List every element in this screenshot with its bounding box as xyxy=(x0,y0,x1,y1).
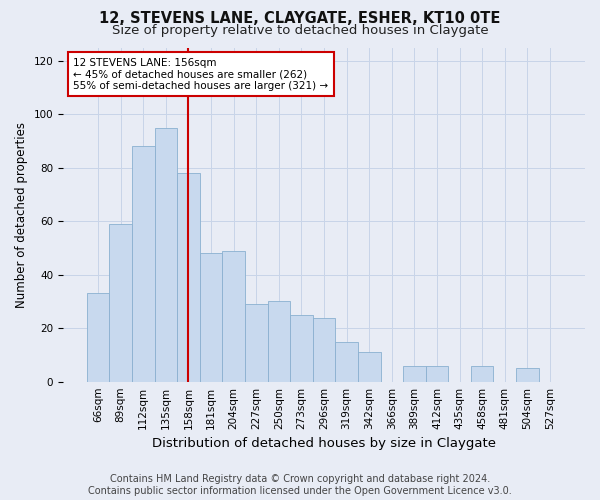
Text: 12, STEVENS LANE, CLAYGATE, ESHER, KT10 0TE: 12, STEVENS LANE, CLAYGATE, ESHER, KT10 … xyxy=(100,11,500,26)
Bar xyxy=(268,302,290,382)
Bar xyxy=(313,318,335,382)
Bar xyxy=(290,315,313,382)
Bar xyxy=(425,366,448,382)
Bar xyxy=(358,352,380,382)
Bar xyxy=(155,128,177,382)
Y-axis label: Number of detached properties: Number of detached properties xyxy=(15,122,28,308)
Text: Size of property relative to detached houses in Claygate: Size of property relative to detached ho… xyxy=(112,24,488,37)
Bar xyxy=(109,224,132,382)
Bar xyxy=(245,304,268,382)
Bar xyxy=(200,254,223,382)
Text: 12 STEVENS LANE: 156sqm
← 45% of detached houses are smaller (262)
55% of semi-d: 12 STEVENS LANE: 156sqm ← 45% of detache… xyxy=(73,58,329,90)
Bar xyxy=(177,173,200,382)
Bar xyxy=(132,146,155,382)
Bar xyxy=(223,250,245,382)
Text: Contains HM Land Registry data © Crown copyright and database right 2024.
Contai: Contains HM Land Registry data © Crown c… xyxy=(88,474,512,496)
Bar xyxy=(87,294,109,382)
Bar xyxy=(471,366,493,382)
X-axis label: Distribution of detached houses by size in Claygate: Distribution of detached houses by size … xyxy=(152,437,496,450)
Bar xyxy=(335,342,358,382)
Bar xyxy=(516,368,539,382)
Bar xyxy=(403,366,425,382)
